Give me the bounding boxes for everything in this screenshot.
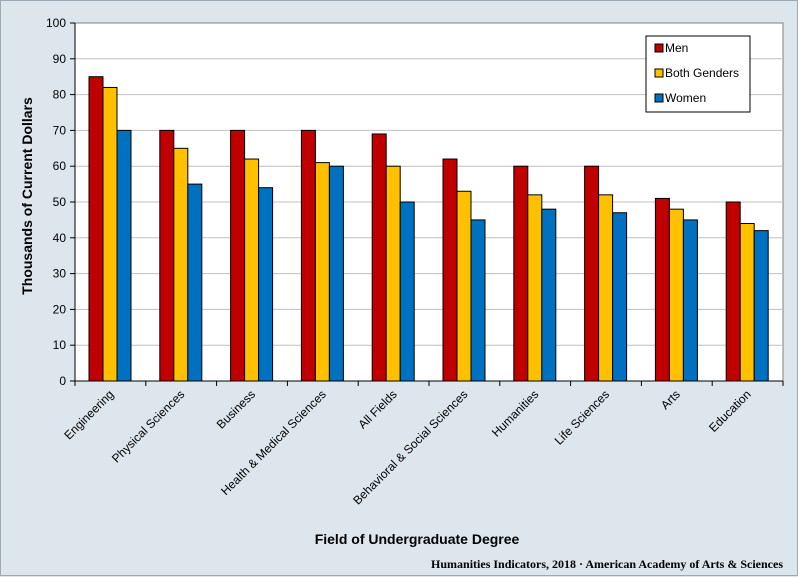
bar-both-genders	[668, 208, 684, 382]
bar-women	[399, 201, 415, 382]
legend-label: Women	[665, 91, 706, 105]
x-tick-label: Education	[706, 387, 754, 435]
x-tick-label: Behavioral & Social Sciences	[350, 387, 470, 507]
bar-men	[159, 129, 175, 382]
y-tick-label: 20	[53, 302, 67, 316]
legend-label: Both Genders	[665, 66, 739, 80]
bar-women	[187, 183, 203, 382]
bar-women	[328, 165, 344, 382]
y-tick-label: 90	[53, 52, 67, 66]
x-tick-label: Engineering	[61, 387, 116, 442]
bar-men	[371, 133, 387, 382]
bar-both-genders	[456, 190, 472, 382]
bar-women	[258, 187, 274, 382]
x-tick-label: All Fields	[355, 387, 399, 431]
y-tick-label: 30	[53, 267, 67, 281]
bar-men	[300, 129, 316, 382]
y-tick-label: 10	[53, 338, 67, 352]
bars	[88, 76, 769, 382]
y-axis-ticks: 0 10 20 30 40 50 60 70 80 90 100	[46, 16, 75, 388]
x-tick-label: Humanities	[489, 387, 541, 439]
y-tick-label: 0	[59, 374, 66, 388]
bar-both-genders	[385, 165, 401, 382]
bar-both-genders	[598, 194, 614, 382]
legend-swatch	[654, 68, 664, 78]
bar-men	[654, 197, 670, 382]
x-tick-label: Physical Sciences	[109, 387, 187, 465]
y-tick-label: 40	[53, 231, 67, 245]
bar-women	[753, 230, 769, 382]
bar-both-genders	[739, 222, 755, 382]
credit-text: Humanities Indicators, 2018 · American A…	[431, 557, 783, 571]
bar-men	[725, 201, 741, 382]
legend-swatch	[654, 43, 664, 53]
bar-women	[612, 212, 628, 382]
legend-label: Men	[665, 41, 688, 55]
bar-women	[541, 208, 557, 382]
bar-women	[470, 219, 486, 382]
bar-men	[584, 165, 600, 382]
y-tick-label: 100	[46, 16, 66, 30]
bar-men	[442, 158, 458, 382]
bar-men	[513, 165, 529, 382]
bar-both-genders	[173, 147, 189, 382]
x-tick-label: Business	[214, 387, 258, 431]
y-axis-label: Thousands of Current Dollars	[19, 97, 35, 295]
bar-both-genders	[527, 194, 543, 382]
y-tick-label: 50	[53, 195, 67, 209]
bar-both-genders	[314, 162, 330, 382]
x-tick-label: Arts	[658, 387, 683, 412]
x-tick-label: Life Sciences	[552, 387, 612, 447]
y-tick-label: 70	[53, 123, 67, 137]
bar-women	[682, 219, 698, 382]
legend-swatch	[654, 93, 664, 103]
bar-both-genders	[102, 86, 118, 382]
y-tick-label: 60	[53, 159, 67, 173]
x-axis-label: Field of Undergraduate Degree	[315, 531, 520, 547]
bar-both-genders	[244, 158, 260, 382]
bar-men	[88, 76, 104, 382]
y-tick-label: 80	[53, 88, 67, 102]
bar-men	[230, 129, 246, 382]
legend: Men Both Genders Women	[645, 35, 751, 113]
bar-women	[116, 129, 132, 382]
